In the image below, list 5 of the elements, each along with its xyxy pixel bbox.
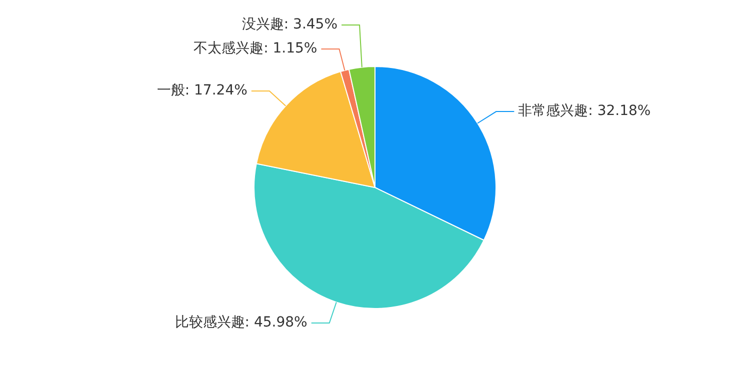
slice-label: 没兴趣: 3.45%	[242, 16, 338, 33]
slice-label: 一般: 17.24%	[156, 82, 248, 99]
slice-label: 不太感兴趣: 1.15%	[194, 40, 318, 57]
slice-label: 非常感兴趣: 32.18%	[518, 103, 651, 120]
slice-label: 比较感兴趣: 45.98%	[174, 314, 308, 331]
